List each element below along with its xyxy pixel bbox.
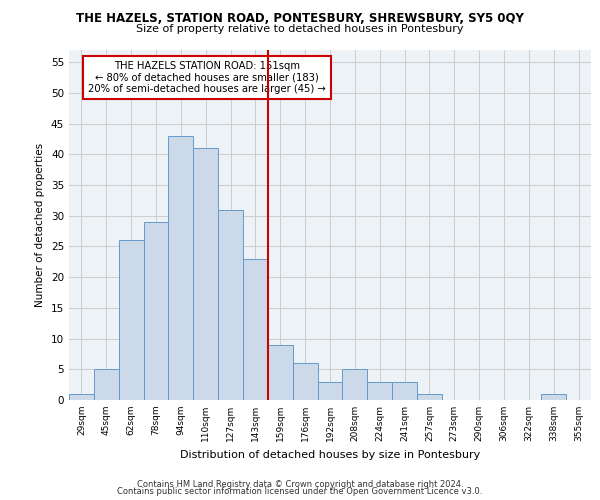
Bar bbox=[417, 394, 442, 400]
Bar bbox=[193, 148, 218, 400]
Text: Size of property relative to detached houses in Pontesbury: Size of property relative to detached ho… bbox=[136, 24, 464, 34]
X-axis label: Distribution of detached houses by size in Pontesbury: Distribution of detached houses by size … bbox=[180, 450, 480, 460]
Bar bbox=[143, 222, 169, 400]
Bar bbox=[343, 370, 367, 400]
Bar bbox=[268, 344, 293, 400]
Bar bbox=[169, 136, 193, 400]
Text: Contains public sector information licensed under the Open Government Licence v3: Contains public sector information licen… bbox=[118, 487, 482, 496]
Bar bbox=[119, 240, 143, 400]
Text: THE HAZELS, STATION ROAD, PONTESBURY, SHREWSBURY, SY5 0QY: THE HAZELS, STATION ROAD, PONTESBURY, SH… bbox=[76, 12, 524, 26]
Text: THE HAZELS STATION ROAD: 151sqm
← 80% of detached houses are smaller (183)
20% o: THE HAZELS STATION ROAD: 151sqm ← 80% of… bbox=[88, 60, 326, 94]
Bar bbox=[317, 382, 343, 400]
Bar bbox=[541, 394, 566, 400]
Bar bbox=[94, 370, 119, 400]
Bar bbox=[69, 394, 94, 400]
Bar bbox=[243, 259, 268, 400]
Bar bbox=[392, 382, 417, 400]
Bar bbox=[218, 210, 243, 400]
Bar bbox=[367, 382, 392, 400]
Bar bbox=[293, 363, 317, 400]
Text: Contains HM Land Registry data © Crown copyright and database right 2024.: Contains HM Land Registry data © Crown c… bbox=[137, 480, 463, 489]
Y-axis label: Number of detached properties: Number of detached properties bbox=[35, 143, 46, 307]
